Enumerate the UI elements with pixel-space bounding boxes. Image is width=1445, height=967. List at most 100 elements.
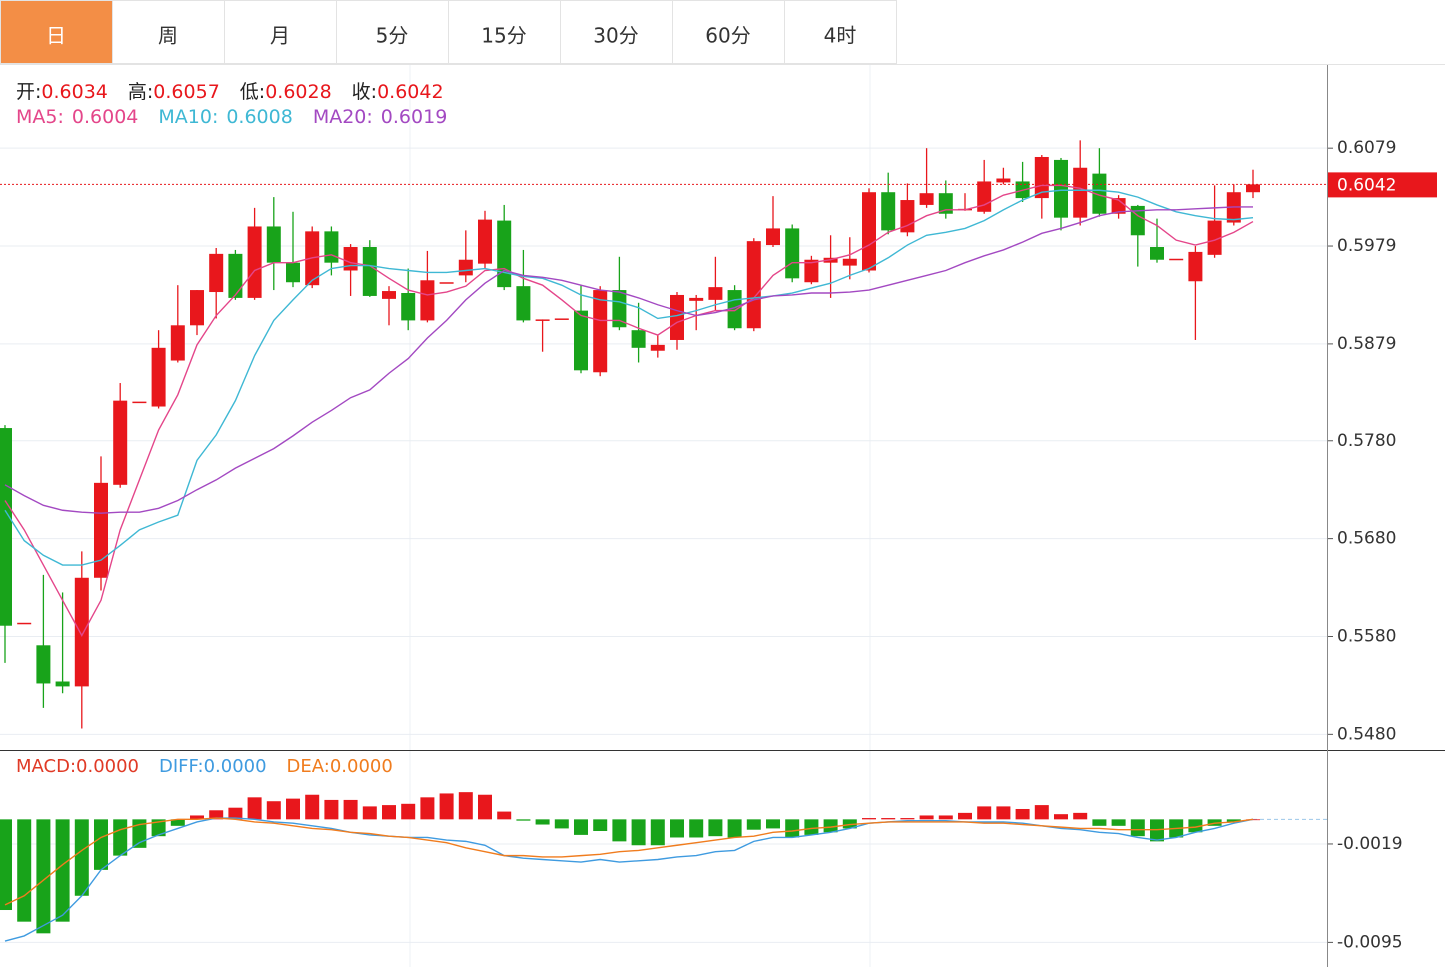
legend-name: MA10: [158,106,219,128]
candle-body [1169,258,1184,261]
candle-body [766,228,780,246]
candle-body [1034,156,1049,199]
macd-bar [151,819,166,837]
legend-value: 0.6019 [380,106,448,128]
candle-body [382,291,396,299]
macd-bar [266,801,281,820]
candle-body [554,318,569,320]
ma-line [4,184,1254,637]
legend-name: DEA: [286,756,330,777]
candle-body [343,247,358,271]
macd-bar [650,819,665,846]
macd-bar [324,799,339,820]
tab[interactable] [784,0,897,64]
candle-body [1246,184,1260,193]
tab-label: 5分 [376,24,409,48]
candle-body [881,192,896,231]
macd-bar [554,819,569,829]
macd-bar [0,819,12,911]
legend-name: MA5: [16,106,64,128]
candle-body [170,325,185,361]
candle-body [535,319,550,321]
tab[interactable] [336,0,449,64]
tab[interactable] [560,0,673,64]
tab[interactable] [112,0,225,64]
ohlc-label: 开: [16,81,42,103]
last-price-label: 0.6042 [1337,175,1396,195]
candle-body [324,231,339,263]
macd-bar [170,819,185,826]
macd-bar [1092,819,1107,826]
ohlc-value: 0.6057 [153,81,220,103]
candle-body [919,193,934,205]
candle-body [689,297,704,301]
macd-bar [209,810,224,820]
candle-body [670,294,684,340]
candle-body [266,226,281,263]
ohlc-value: 0.6034 [41,81,108,103]
legend-value: 0.0000 [329,756,393,777]
candle-body [842,258,857,266]
macd-bar [727,819,742,838]
macd-bar [1111,819,1126,826]
macd-bar [190,815,204,820]
tab-label: 60分 [705,24,750,48]
y-tick-label: 0.5879 [1337,334,1396,354]
candle-body [74,577,89,687]
macd-bar [497,811,512,820]
tab-label: 周 [158,24,178,48]
macd-bar [362,806,377,820]
ma-line [4,189,1254,566]
macd-bar [900,818,915,820]
macd-bar [919,815,934,820]
tab[interactable] [224,0,337,64]
candle-body [478,219,492,264]
legend-value: 0.0000 [203,756,267,777]
macd-bar [766,819,780,829]
candle-body [708,287,723,300]
candle-body [36,645,51,684]
tab-label: 日 [46,24,66,48]
candle-body [458,259,473,276]
macd-bar [382,805,396,820]
tab[interactable] [0,0,113,64]
candle-body [938,193,953,214]
macd-bar [1034,805,1049,820]
candle-body [439,282,454,284]
candle-body [362,247,377,296]
last-price-tag [1327,172,1437,198]
candle-body [401,293,416,321]
macd-bar [228,807,243,820]
candle-body [1092,173,1107,214]
macd-bar [36,819,51,934]
candle-body [247,226,262,298]
macd-bar [1130,819,1145,837]
candle-body [151,347,166,407]
ohlc-value: 0.6028 [265,81,332,103]
macd-bar [996,806,1011,820]
ma-legend: MA5: 0.6004 MA10: 0.6008 MA20: 0.6019 [16,106,467,128]
y-tick-label: -0.0095 [1337,932,1403,952]
macd-bar [670,819,684,838]
macd-bar [1073,812,1088,820]
macd-bar [1015,808,1030,820]
candle-body [785,228,800,279]
tab[interactable] [672,0,785,64]
macd-bar [958,812,972,820]
macd-bar [401,803,416,820]
macd-bar [977,806,992,820]
macd-bar [862,818,876,820]
macd-bar [286,798,300,820]
ma-line [4,206,1253,514]
macd-bar [305,794,320,820]
candle-body [0,428,12,626]
macd-bar [708,819,723,837]
y-tick-label: 0.5580 [1337,626,1396,646]
candle-body [862,192,876,271]
macd-bar [574,819,588,835]
macd-bar [516,819,531,821]
candle-body [1150,247,1164,260]
candle-body [1207,220,1222,255]
legend-value: 0.6004 [71,106,139,128]
macd-line [4,817,1254,942]
